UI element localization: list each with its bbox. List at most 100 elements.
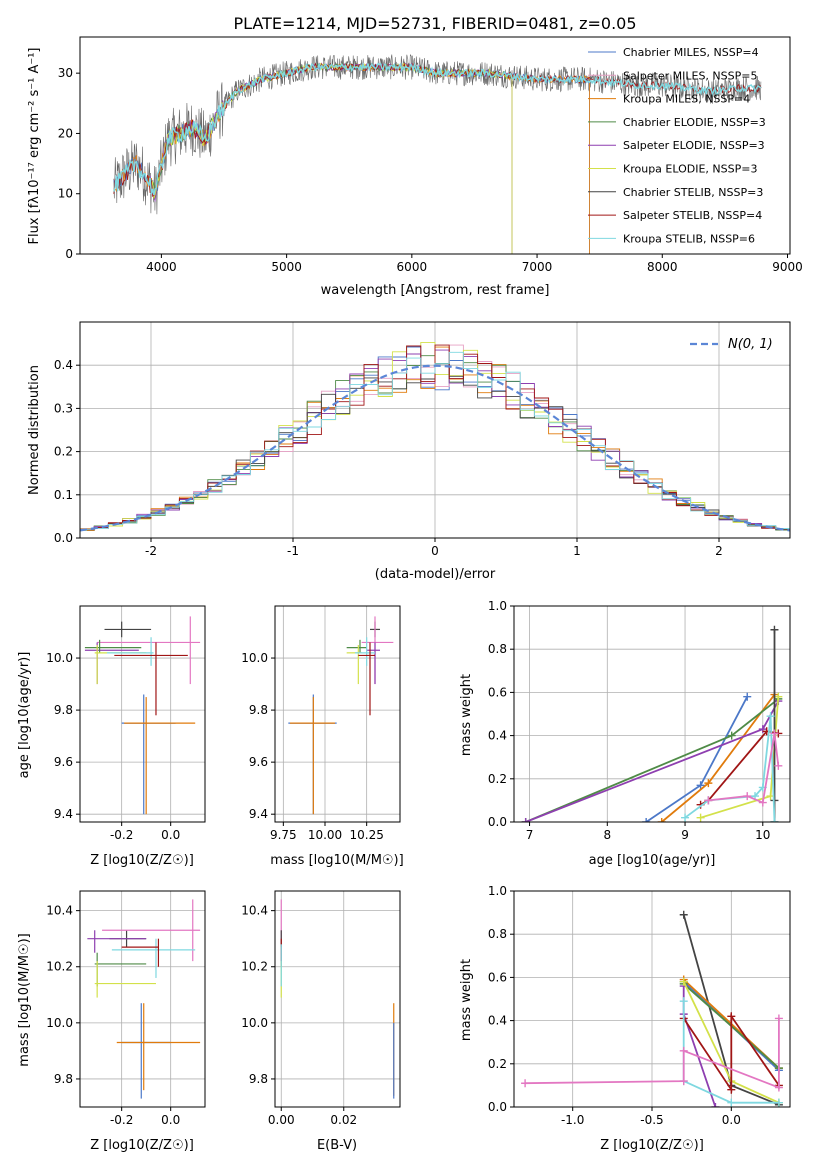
axes-frame [513,605,791,823]
x-tick-label: 1 [573,544,581,558]
marker-pink_extra [758,798,767,807]
model-spectrum-kroupa_elodie [148,62,513,254]
marker-chabrier_stelib [770,625,779,634]
model-spectrum-kroupa_miles [113,62,590,254]
x-tick-label: 0.0 [722,1113,741,1127]
x-tick-label: 9 [681,828,689,842]
x-tick-label: 8 [603,828,611,842]
legend-label: Kroupa ELODIE, NSSP=3 [623,163,757,176]
marker-salpeter_stelib [727,1012,736,1021]
hist-ylabel: Normed distribution [27,365,42,495]
marker-kroupa_miles [657,818,666,822]
ebv-mass-xlabel: E(B-V) [317,1138,357,1153]
marker-kroupa_miles [704,779,713,788]
y-tick-label: 0.1 [54,488,73,502]
model-spectrum-chabrier_miles [113,62,590,254]
y-tick-label: 0.0 [54,531,73,545]
axes-frame [274,890,401,1108]
axes-frame [513,890,791,1108]
y-tick-label: 30 [58,66,73,80]
marker-pink_extra [521,1079,530,1088]
marker-pink_extra [774,1083,783,1092]
mass-age-panel: 9.75 10.00 10.25 9.4 9.6 9.8 10.0 [241,605,401,842]
y-tick-label: 0.6 [488,685,507,699]
z-age-panel: -0.2 0.0 9.4 9.6 9.8 10.0 [46,605,206,842]
marker-kroupa_elodie [696,813,705,822]
marker-pink_extra [704,796,713,805]
marker-pink_extra [770,729,779,738]
x-tick-label: 2 [715,544,723,558]
y-tick-label: 20 [58,126,73,140]
y-tick-label: 10.2 [46,960,73,974]
ebv-mass-panel: 0.00 0.02 9.8 10.0 10.2 10.4 [241,890,401,1127]
model-spectrum-chabrier_elodie [148,62,513,254]
age-weight-panel: 7 8 9 10 0.0 0.2 0.4 0.6 0.8 1.0 [488,599,791,842]
y-tick-label: 0.2 [488,1057,507,1071]
axes-frame [79,605,206,823]
marker-chabrier_miles [642,818,651,822]
axes-frame [274,605,401,823]
y-tick-label: 9.8 [54,1072,73,1086]
y-tick-label: 9.6 [54,755,73,769]
z-mass-xlabel: Z [log10(Z/Z☉)] [90,1138,194,1153]
x-tick-label: 0.0 [161,1113,180,1127]
marker-kroupa_stelib [770,818,779,822]
spectrum-title: PLATE=1214, MJD=52731, FIBERID=0481, z=0… [233,14,636,33]
y-tick-label: 0.4 [488,729,507,743]
legend-label: Chabrier ELODIE, NSSP=3 [623,116,766,129]
x-tick-label: 6000 [397,260,428,274]
normal-curve [80,364,790,532]
axes-frame [79,36,791,255]
legend-label: Chabrier STELIB, NSSP=3 [623,186,763,199]
x-tick-label: 10.00 [308,828,342,842]
hist-xlabel: (data-model)/error [375,567,496,582]
marker-pink_extra [679,1046,688,1055]
z-mass-panel: -0.2 0.0 9.8 10.0 10.2 10.4 [46,890,206,1127]
y-tick-label: 1.0 [488,599,507,613]
weight-line-salpeter_stelib [682,1013,780,1093]
legend-label: Salpeter MILES, NSSP=5 [623,69,757,82]
z-weight-ylabel: mass weight [459,959,474,1041]
y-tick-label: 10.4 [46,904,73,918]
weight-line-kroupa_stelib [684,716,776,822]
y-tick-label: 0.8 [488,642,507,656]
y-tick-label: 10.2 [241,960,268,974]
x-tick-label: 9000 [772,260,803,274]
z-weight-xlabel: Z [log10(Z/Z☉)] [600,1138,704,1153]
x-tick-label: -1 [287,544,299,558]
marker-pink_extra [774,761,783,770]
legend-label: Kroupa MILES, NSSP=4 [623,93,750,106]
marker-chabrier_miles [696,781,705,790]
y-tick-label: 10.0 [46,1016,73,1030]
marker-salpeter_stelib [727,1085,736,1094]
model-spectrum-salpeter_elodie [148,62,513,254]
y-tick-label: 0.2 [488,772,507,786]
y-tick-label: 0.8 [488,927,507,941]
axes-frame [79,890,206,1108]
axes-frame [79,321,791,539]
z-age-ylabel: age [log10(age/yr)] [17,652,32,779]
x-tick-label: 0 [431,544,439,558]
x-tick-label: -0.2 [110,1113,133,1127]
spectrum-xlabel: wavelength [Angstrom, rest frame] [321,283,550,298]
y-tick-label: 0.0 [488,815,507,829]
mass-age-xlabel: mass [log10(M/M☉)] [270,853,403,868]
weight-line-kroupa_stelib [682,1001,779,1104]
x-tick-label: 9.75 [270,828,297,842]
marker-kroupa_stelib [774,1098,783,1107]
marker-kroupa_stelib [766,712,775,721]
x-tick-label: 8000 [647,260,678,274]
x-tick-label: -0.5 [640,1113,663,1127]
y-tick-label: 10 [58,187,73,201]
x-tick-label: 10 [755,828,770,842]
y-tick-label: 1.0 [488,884,507,898]
marker-chabrier_elodie [727,731,736,740]
x-tick-label: 10.25 [349,828,383,842]
legend-label: Salpeter ELODIE, NSSP=3 [623,139,765,152]
age-weight-ylabel: mass weight [459,674,474,756]
z-weight-panel: -1.0 -0.5 0.0 0.0 0.2 0.4 0.6 0.8 1.0 [488,884,791,1127]
x-tick-label: -1.0 [561,1113,584,1127]
y-tick-label: 0.6 [488,970,507,984]
x-tick-label: -0.2 [110,828,133,842]
x-tick-label: -2 [145,544,157,558]
